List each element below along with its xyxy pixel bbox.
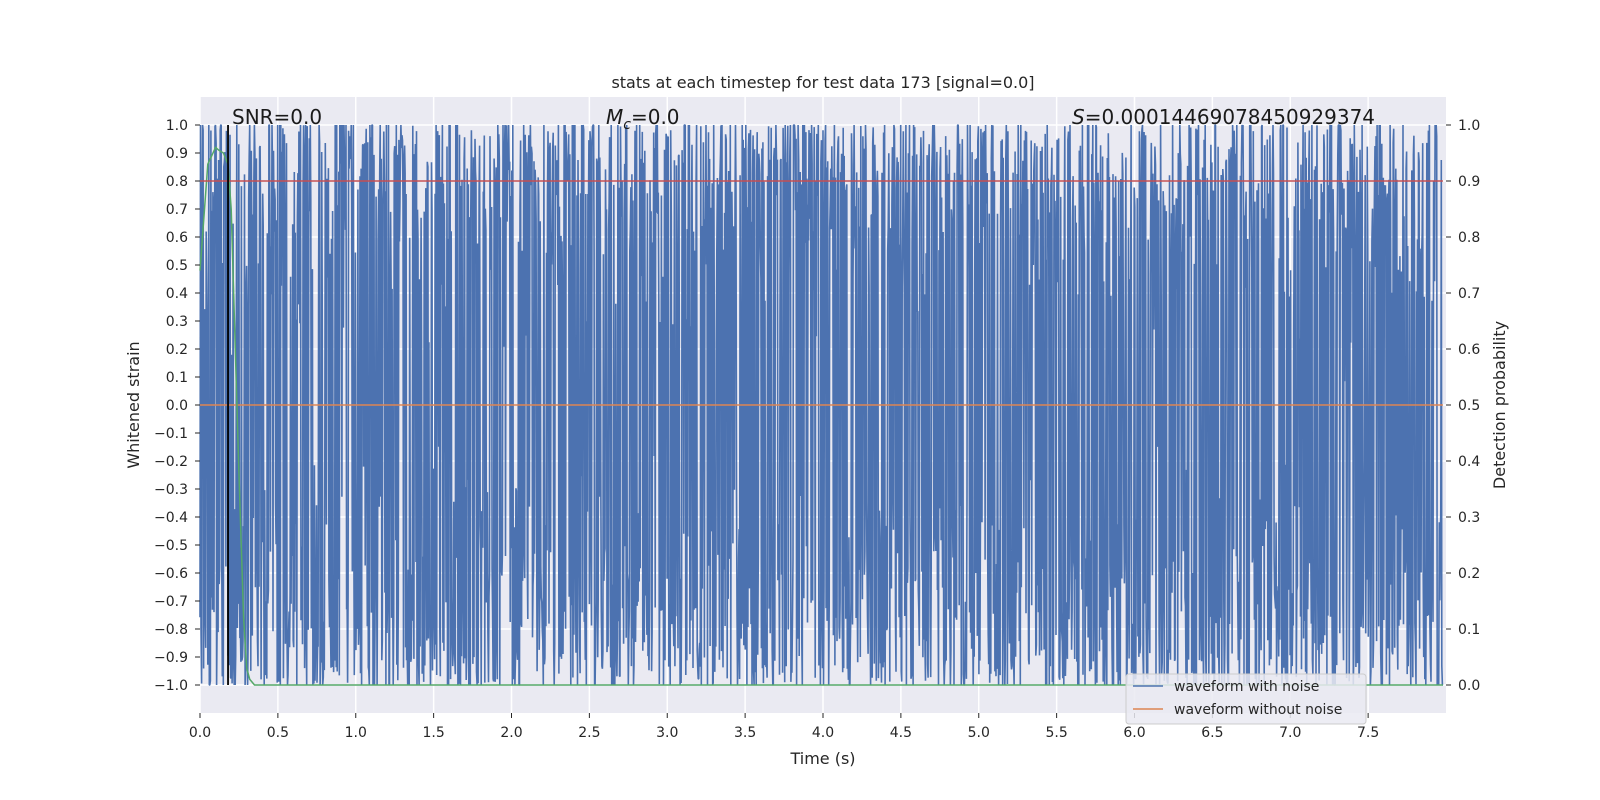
y-tick-label-left: 0.8 <box>166 174 188 190</box>
y-tick-label-left: −0.4 <box>154 510 188 526</box>
x-tick-label: 5.5 <box>1045 725 1067 741</box>
y-tick-label-right: 0.8 <box>1458 230 1480 246</box>
y-tick-label-left: 0.4 <box>166 286 188 302</box>
x-tick-label: 3.0 <box>656 725 678 741</box>
y-tick-label-left: −0.7 <box>154 594 188 610</box>
y-tick-label-left: 0.0 <box>166 398 188 414</box>
x-tick-label: 0.5 <box>267 725 289 741</box>
y-axis-label-left: Whitened strain <box>124 341 143 468</box>
y-tick-label-left: 0.5 <box>166 258 188 274</box>
x-tick-label: 4.5 <box>890 725 912 741</box>
y-tick-label-left: −0.6 <box>154 566 188 582</box>
y-tick-label-left: 0.9 <box>166 146 188 162</box>
y-tick-label-right: 0.9 <box>1458 174 1480 190</box>
x-tick-label: 0.0 <box>189 725 211 741</box>
y-tick-label-left: 0.2 <box>166 342 188 358</box>
y-tick-label-right: 0.7 <box>1458 286 1480 302</box>
score-value: =0.0001446907845092937­4 <box>1085 105 1375 129</box>
x-ticks: 0.0 0.5 1.0 1.5 2.0 2.5 3.0 3.5 4.0 4.5 5.0 5.5 6.0 6… <box>189 713 1379 741</box>
snr-annotation: SNR=0.0 <box>232 105 322 129</box>
x-tick-label: 4.0 <box>812 725 834 741</box>
chart-title: stats at each timestep for test data 173… <box>611 73 1034 92</box>
y-tick-label-right: 1.0 <box>1458 118 1480 134</box>
y-tick-label-left: 0.3 <box>166 314 188 330</box>
chirp-mass-symbol: M <box>606 105 623 129</box>
y-tick-label-left: 0.1 <box>166 370 188 386</box>
score-symbol: S <box>1072 105 1085 129</box>
noise-waveform-line <box>199 124 1444 686</box>
legend-label-noise: waveform with noise <box>1174 679 1319 695</box>
series-layer <box>199 124 1444 686</box>
y-tick-label-left: −0.9 <box>154 650 188 666</box>
chirp-mass-subscript: c <box>623 117 631 133</box>
y-ticks-left: 1.0 0.9 0.8 0.7 0.6 0.5 0.4 0.3 0.2 0.1 0.0 −0.1 −0.… <box>154 118 200 694</box>
legend: waveform with noise waveform without noi… <box>1125 673 1367 725</box>
x-tick-label: 2.5 <box>578 725 600 741</box>
chirp-mass-annotation: Mc=0.0 <box>606 105 680 133</box>
y-tick-label-left: 1.0 <box>166 118 188 134</box>
x-tick-label: 2.0 <box>500 725 522 741</box>
score-annotation: S=0.0001446907845092937­4 <box>1072 105 1375 129</box>
y-tick-label-left: −0.5 <box>154 538 188 554</box>
x-tick-label: 1.5 <box>422 725 444 741</box>
y-tick-label-left: −0.3 <box>154 482 188 498</box>
y-tick-label-left: 0.6 <box>166 230 188 246</box>
y-tick-label-right: 0.0 <box>1458 678 1480 694</box>
legend-box <box>1125 673 1367 725</box>
x-tick-label: 1.0 <box>345 725 367 741</box>
x-tick-label: 7.5 <box>1357 725 1379 741</box>
x-tick-label: 6.0 <box>1123 725 1145 741</box>
y-ticks-right: 1.0 0.9 0.8 0.7 0.6 0.5 0.4 0.3 0.2 0.1 0.0 <box>1446 118 1480 694</box>
y-tick-label-right: 0.1 <box>1458 622 1480 638</box>
y-tick-label-left: 0.7 <box>166 202 188 218</box>
y-tick-label-right: 0.5 <box>1458 398 1480 414</box>
y-tick-label-right: 0.2 <box>1458 566 1480 582</box>
y-tick-label-right: 0.6 <box>1458 342 1480 358</box>
y-tick-label-left: −1.0 <box>154 678 188 694</box>
x-tick-label: 5.0 <box>968 725 990 741</box>
y-tick-label-right: 0.4 <box>1458 454 1480 470</box>
y-tick-label-left: −0.8 <box>154 622 188 638</box>
y-axis-label-right: Detection probability <box>1490 321 1509 489</box>
legend-label-clean: waveform without noise <box>1174 702 1342 718</box>
x-tick-label: 7.0 <box>1279 725 1301 741</box>
x-axis-label: Time (s) <box>789 749 855 768</box>
x-tick-label: 3.5 <box>734 725 756 741</box>
chirp-mass-value: =0.0 <box>631 105 680 129</box>
detection-probability-line <box>199 146 1443 686</box>
y-tick-label-right: 0.3 <box>1458 510 1480 526</box>
y-tick-label-left: −0.1 <box>154 426 188 442</box>
y-tick-label-left: −0.2 <box>154 454 188 470</box>
x-tick-label: 6.5 <box>1201 725 1223 741</box>
